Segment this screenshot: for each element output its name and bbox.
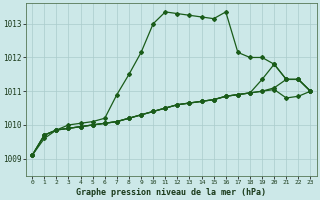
X-axis label: Graphe pression niveau de la mer (hPa): Graphe pression niveau de la mer (hPa) — [76, 188, 266, 197]
